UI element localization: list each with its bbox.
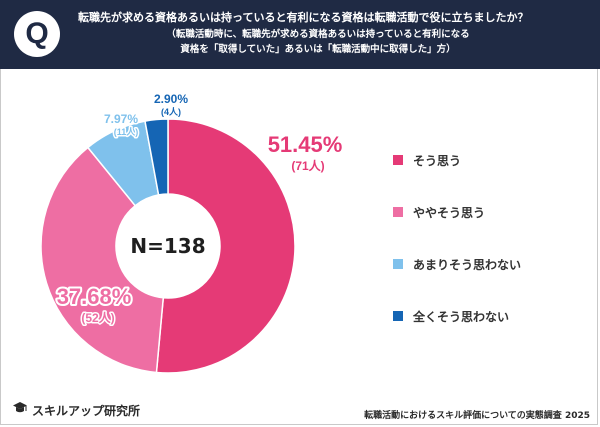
slice-count-label-2: (52人) (81, 310, 114, 325)
brand-name: スキルアップ研究所 (32, 404, 141, 418)
legend-label: そう思う (413, 154, 462, 168)
question-badge: Q (14, 11, 60, 57)
legend-swatch (393, 259, 403, 269)
slice-count-label-4: (4人) (161, 106, 181, 117)
question-badge-letter: Q (25, 17, 49, 50)
legend-swatch (393, 207, 403, 217)
legend-swatch (393, 311, 403, 321)
question-title: 転職先が求める資格あるいは持っていると有利になる資格は転職活動で役に立ちましたか… (78, 11, 529, 24)
slice-count-label-3: (11人) (114, 126, 139, 137)
question-header: Q 転職先が求める資格あるいは持っていると有利になる資格は転職活動で役に立ちまし… (0, 0, 600, 69)
graduation-cap-icon (13, 402, 27, 413)
donut-slice-4 (144, 118, 169, 196)
slice-percent-label-3: 7.97% (104, 112, 138, 126)
slice-percent-label-2: 37.68% (57, 284, 132, 309)
slice-percent-label-4: 2.90% (154, 92, 188, 106)
legend-label: 全くそう思わない (413, 310, 510, 324)
center-sample-size: N=138 (130, 234, 205, 258)
donut-slice-1 (155, 118, 296, 374)
legend-label: ややそう思う (413, 206, 486, 220)
question-subtitle-line2: 資格を「取得していた」あるいは「転職活動中に取得した」方） (180, 44, 456, 55)
question-subtitle: （転職活動時に、転職先が求める資格あるいは持っていると有利になる 資格を「取得し… (78, 27, 558, 57)
legend-label: あまりそう思わない (413, 258, 522, 272)
question-subtitle-line1: （転職活動時に、転職先が求める資格あるいは持っていると有利になる (166, 29, 470, 40)
survey-source: 転職活動におけるスキル評価についての実態調査 2025 (364, 411, 590, 421)
legend-swatch (393, 155, 403, 165)
slice-count-label-1: (71人) (291, 158, 324, 173)
slice-percent-label-1: 51.45% (268, 132, 343, 157)
